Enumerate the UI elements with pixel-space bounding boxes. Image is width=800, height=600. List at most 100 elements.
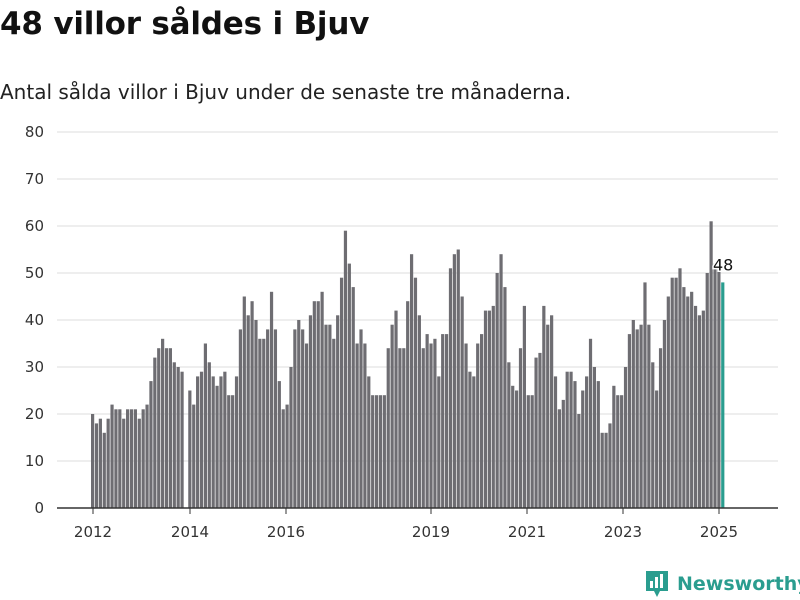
bar — [592, 367, 597, 508]
bar — [246, 315, 250, 508]
bar — [717, 268, 721, 508]
x-tick-label: 2019 — [412, 523, 450, 541]
bar — [223, 371, 227, 508]
bar — [670, 277, 674, 508]
bar — [480, 334, 484, 508]
bar — [530, 395, 534, 508]
bar — [312, 301, 316, 508]
bar — [499, 254, 503, 508]
bar — [266, 329, 270, 508]
bar — [339, 277, 344, 508]
bar — [569, 371, 573, 508]
brand-logo: Newsworthy — [644, 568, 800, 600]
bar — [627, 334, 632, 508]
bar — [507, 362, 511, 508]
bar — [172, 362, 176, 508]
bar — [157, 348, 161, 508]
bar — [394, 310, 398, 508]
bar — [347, 263, 351, 508]
bar — [145, 404, 149, 508]
bar — [106, 418, 110, 508]
bar — [386, 348, 390, 508]
axes — [57, 507, 778, 514]
bar — [176, 367, 180, 508]
chart-subtitle: Antal sålda villor i Bjuv under de senas… — [0, 80, 572, 104]
bar — [351, 287, 355, 508]
bar — [678, 268, 682, 508]
bar — [429, 343, 433, 508]
bar — [600, 432, 604, 508]
bar — [476, 343, 480, 508]
bar — [444, 334, 449, 508]
bar — [199, 371, 204, 508]
brand-name: Newsworthy — [677, 573, 800, 595]
bar — [402, 348, 406, 508]
bar-chart: 0 10 20 30 40 50 60 70 80 48 2012 2014 2016 2019 2021 2… — [25, 123, 778, 541]
bar — [468, 371, 472, 508]
y-tick-label: 70 — [25, 170, 44, 188]
bar — [196, 376, 200, 508]
x-tick-label: 2012 — [74, 523, 112, 541]
bar — [538, 352, 542, 508]
bar — [215, 385, 219, 508]
bar — [234, 376, 239, 508]
bar — [546, 324, 550, 508]
bar — [452, 254, 456, 508]
bar — [98, 418, 102, 508]
bar — [612, 385, 616, 508]
bar — [526, 395, 530, 508]
bar — [168, 348, 172, 508]
chart-logo-icon — [646, 571, 668, 597]
y-tick-label: 20 — [25, 405, 44, 423]
bar — [91, 414, 95, 508]
bar — [631, 320, 635, 508]
y-tick-label: 50 — [25, 264, 44, 282]
bar — [114, 409, 118, 508]
bar — [277, 381, 281, 508]
y-tick-label: 40 — [25, 311, 44, 329]
bar — [227, 395, 231, 508]
bar — [674, 277, 678, 508]
bar — [262, 338, 266, 508]
bar — [231, 395, 235, 508]
bar — [316, 301, 320, 508]
bar — [308, 315, 313, 508]
bar — [137, 418, 141, 508]
gridlines — [57, 131, 778, 462]
bar — [604, 432, 608, 508]
bar — [378, 395, 383, 508]
bar — [616, 395, 620, 508]
bar — [682, 287, 686, 508]
bar — [343, 230, 348, 508]
bar — [472, 376, 476, 508]
bar — [713, 263, 717, 508]
bar — [658, 348, 663, 508]
bar — [483, 310, 488, 508]
bar — [258, 338, 262, 508]
bar — [709, 221, 713, 509]
bar — [553, 376, 558, 508]
bar — [651, 362, 655, 508]
bar — [406, 301, 410, 508]
bar — [250, 301, 254, 508]
bar — [448, 268, 453, 508]
bar — [515, 390, 519, 508]
bar — [647, 324, 651, 508]
bar — [534, 357, 538, 508]
bar — [110, 404, 114, 508]
bar — [573, 381, 577, 508]
bar — [289, 367, 293, 508]
bar — [192, 404, 196, 508]
bar — [367, 376, 371, 508]
bar — [550, 315, 554, 508]
bar — [701, 310, 705, 508]
bar — [460, 296, 464, 508]
bar — [207, 362, 211, 508]
bar — [328, 324, 332, 508]
bar — [371, 395, 375, 508]
bar — [608, 423, 612, 508]
bar — [518, 348, 523, 508]
bar — [690, 291, 694, 508]
bar — [464, 343, 468, 508]
bar — [686, 296, 690, 508]
